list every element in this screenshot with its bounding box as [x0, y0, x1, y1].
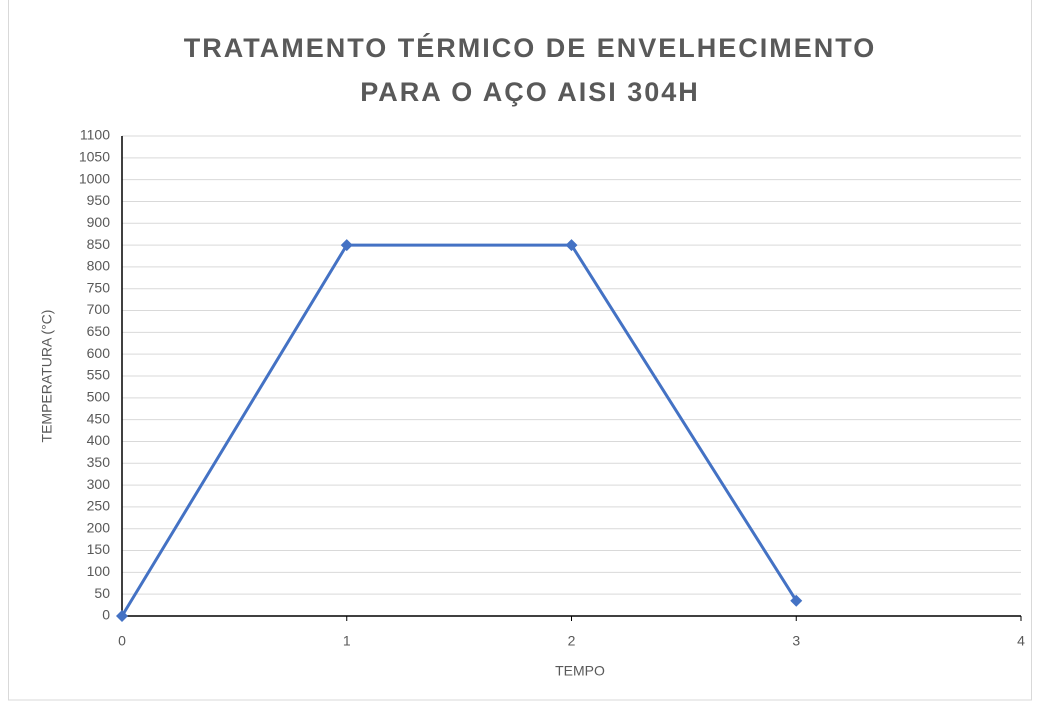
- data-point: [340, 239, 353, 252]
- data-point: [565, 239, 578, 252]
- y-tick-label: 350: [87, 454, 111, 470]
- x-tick-label: 4: [1017, 633, 1025, 649]
- y-tick-label: 550: [87, 367, 111, 383]
- y-tick-label: 500: [87, 389, 111, 405]
- x-tick-label: 1: [343, 633, 351, 649]
- x-tick-label: 3: [792, 633, 800, 649]
- y-axis-label: TEMPERATURA (°C): [39, 310, 55, 443]
- chart-title: PARA O AÇO AISI 304H: [360, 77, 700, 107]
- chart-border: [8, 0, 1032, 701]
- y-tick-label: 50: [94, 585, 110, 601]
- y-tick-label: 1050: [79, 149, 110, 165]
- y-tick-label: 450: [87, 410, 111, 426]
- x-tick-label: 2: [568, 633, 576, 649]
- chart-title: TRATAMENTO TÉRMICO DE ENVELHECIMENTO: [184, 32, 877, 63]
- y-tick-label: 300: [87, 476, 111, 492]
- y-tick-label: 650: [87, 323, 111, 339]
- y-tick-label: 750: [87, 279, 111, 295]
- y-tick-label: 1100: [80, 127, 110, 143]
- y-tick-label: 250: [87, 498, 111, 514]
- y-tick-label: 700: [87, 301, 111, 317]
- y-tick-label: 1000: [79, 170, 110, 186]
- y-tick-label: 0: [102, 607, 110, 623]
- y-tick-label: 800: [87, 258, 111, 274]
- y-tick-label: 950: [87, 192, 111, 208]
- y-tick-label: 600: [87, 345, 111, 361]
- series-line: [120, 243, 798, 617]
- y-tick-label: 400: [87, 432, 111, 448]
- data-point: [116, 610, 128, 622]
- y-tick-label: 200: [87, 519, 111, 535]
- y-tick-label: 900: [87, 214, 111, 230]
- y-tick-label: 150: [87, 541, 111, 557]
- y-tick-label: 100: [87, 563, 111, 579]
- y-tick-label: 850: [87, 236, 111, 252]
- x-tick-label: 0: [118, 633, 126, 649]
- data-point: [790, 594, 803, 607]
- x-axis-label: TEMPO: [555, 663, 605, 679]
